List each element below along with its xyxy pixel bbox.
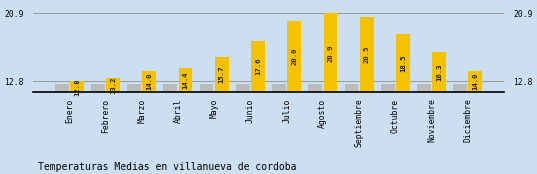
Bar [287,21,301,92]
Text: 20.9: 20.9 [328,44,333,62]
Bar [127,84,141,92]
Bar [200,84,213,92]
Bar [163,84,177,92]
Text: 14.0: 14.0 [146,73,153,90]
Text: 13.2: 13.2 [110,76,116,94]
Bar [106,78,120,92]
Text: 20.5: 20.5 [364,46,369,63]
Bar [396,34,410,92]
Bar [432,52,446,92]
Text: 14.4: 14.4 [183,71,188,89]
Bar [324,13,337,92]
Text: Temperaturas Medias en villanueva de cordoba: Temperaturas Medias en villanueva de cor… [38,162,296,172]
Bar [272,84,286,92]
Bar [251,41,265,92]
Bar [345,84,358,92]
Text: 12.8: 12.8 [74,78,80,96]
Text: 15.7: 15.7 [219,66,225,83]
Bar [55,84,69,92]
Bar [468,71,482,92]
Text: 14.0: 14.0 [473,73,478,90]
Text: 18.5: 18.5 [400,54,406,72]
Text: 17.6: 17.6 [255,58,261,75]
Text: 16.3: 16.3 [436,63,442,81]
Bar [236,84,250,92]
Bar [417,84,431,92]
Bar [381,84,395,92]
Bar [142,71,156,92]
Text: 20.0: 20.0 [291,48,297,65]
Bar [70,81,84,92]
Bar [360,17,374,92]
Bar [91,84,105,92]
Bar [308,84,322,92]
Bar [453,84,467,92]
Bar [179,68,192,92]
Bar [215,57,229,92]
